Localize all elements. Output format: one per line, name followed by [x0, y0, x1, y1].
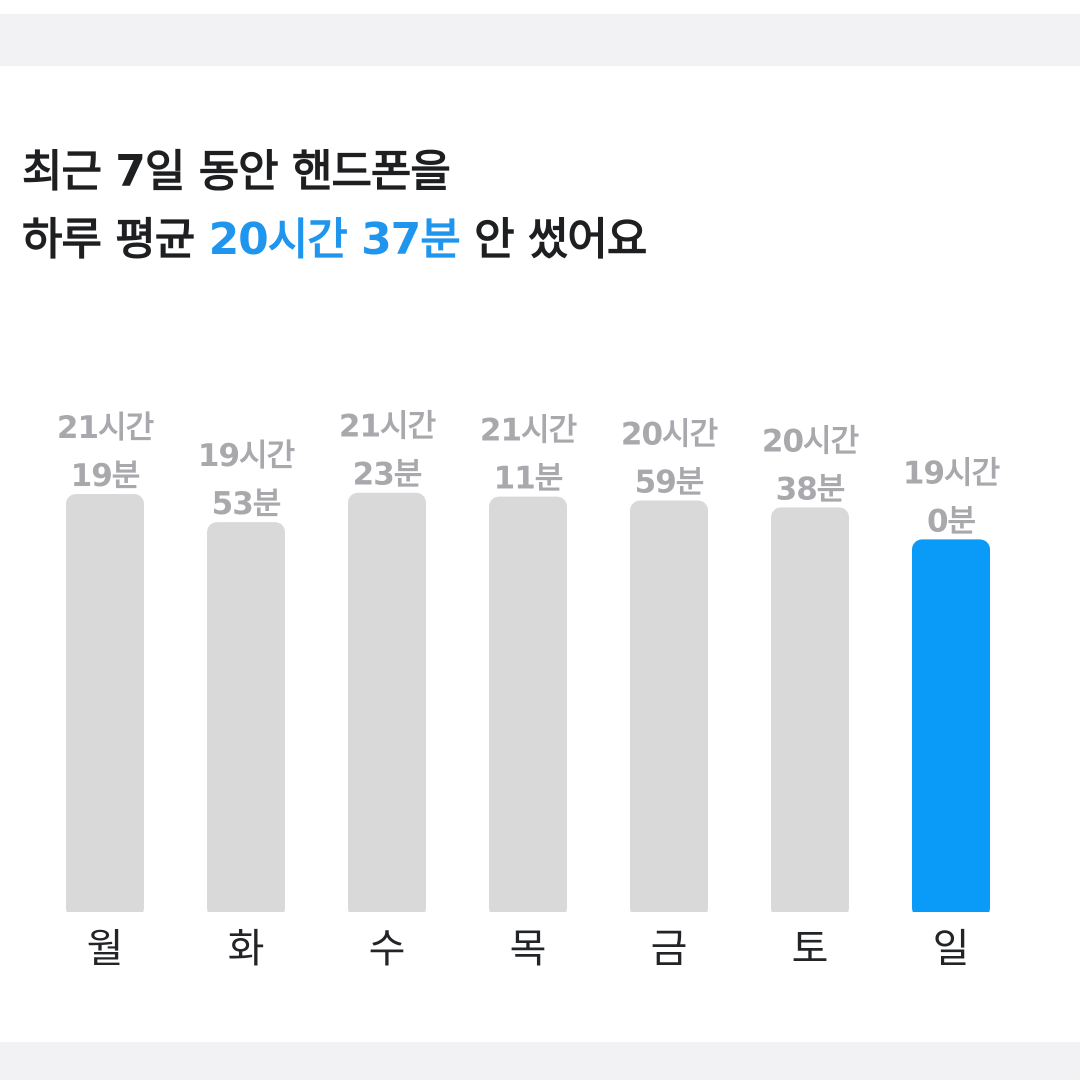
bar-화	[207, 522, 285, 918]
value-label: 20시간	[621, 417, 718, 453]
headline-line2-prefix: 하루 평균	[22, 214, 209, 265]
value-label: 23분	[353, 457, 422, 493]
bar-수	[348, 492, 426, 918]
average-time-highlight: 20시간 37분	[208, 214, 461, 265]
value-label: 19분	[71, 458, 140, 494]
value-label: 21시간	[480, 413, 577, 449]
headline-line1: 최근 7일 동안 핸드폰을	[22, 146, 451, 197]
day-label: 화	[228, 926, 265, 972]
baseline-mask	[0, 912, 1080, 918]
value-label: 53분	[212, 486, 281, 522]
headline-line2-suffix: 안 썼어요	[459, 214, 647, 265]
bar-월	[66, 494, 144, 918]
day-label: 수	[369, 926, 406, 972]
value-label: 38분	[776, 471, 845, 507]
value-label: 0분	[927, 503, 976, 539]
bar-토	[771, 507, 849, 918]
day-label: 목	[510, 926, 547, 972]
value-label: 21시간	[339, 409, 436, 445]
day-label: 금	[651, 926, 688, 972]
value-label: 19시간	[903, 455, 1000, 491]
top-band	[0, 0, 1080, 14]
value-label: 21시간	[57, 410, 154, 446]
value-label: 59분	[635, 465, 704, 501]
day-label: 일	[933, 926, 970, 972]
value-label: 11분	[494, 461, 563, 497]
day-label: 월	[87, 926, 124, 972]
day-label: 토	[792, 926, 829, 972]
value-label: 19시간	[198, 438, 295, 474]
bar-일	[912, 539, 990, 918]
value-label: 20시간	[762, 423, 859, 459]
bar-금	[630, 500, 708, 918]
bar-목	[489, 496, 567, 918]
page-title: 최근 7일 동안 핸드폰을 하루 평균 20시간 37분 안 썼어요	[22, 138, 647, 274]
